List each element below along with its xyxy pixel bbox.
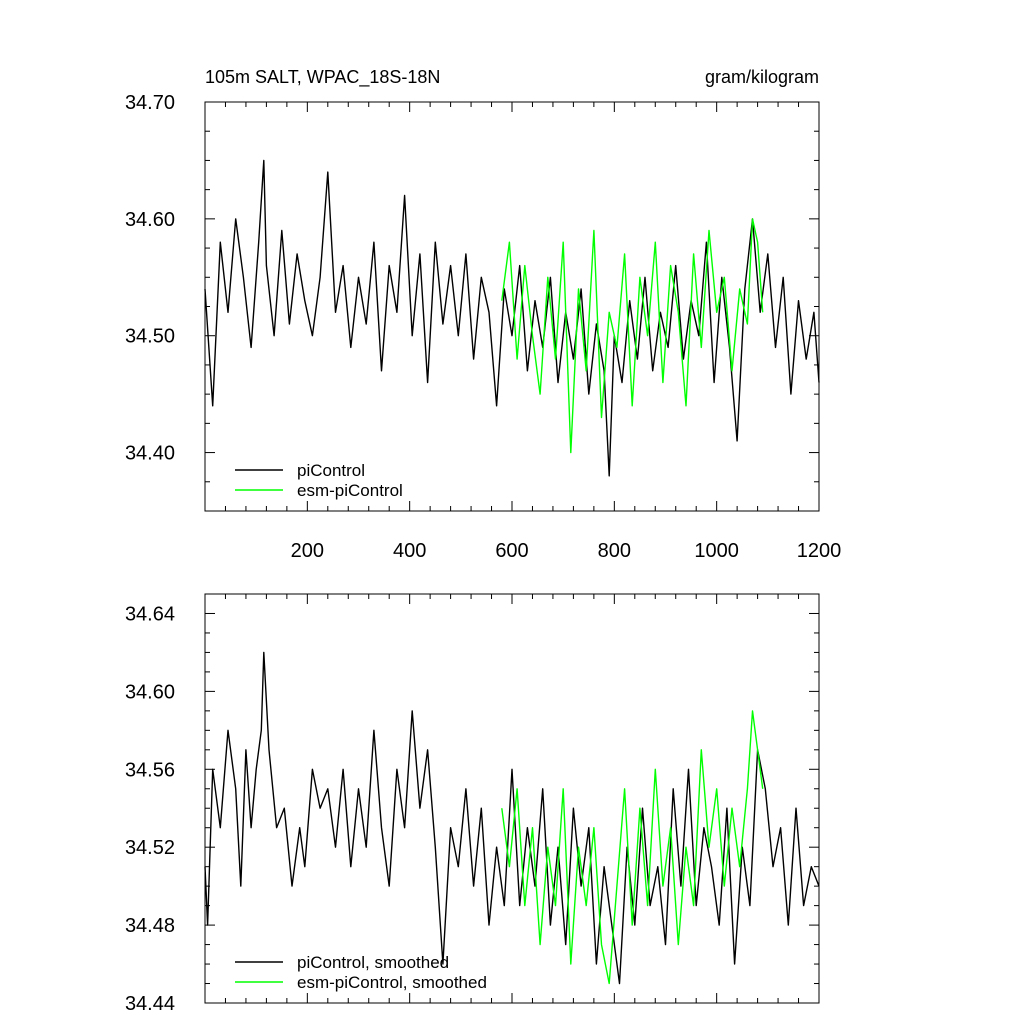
top-y-tick-label: 34.60 bbox=[125, 209, 175, 231]
top-x-tick-label: 400 bbox=[393, 540, 426, 562]
bottom-y-tick-label: 34.52 bbox=[125, 837, 175, 859]
top-title-left: 105m SALT, WPAC_18S-18N bbox=[205, 67, 440, 88]
bottom-series-line-1 bbox=[501, 710, 764, 985]
top-legend: piControl esm-piControl bbox=[235, 461, 403, 500]
bottom-legend: piControl, smoothed esm-piControl, smoot… bbox=[235, 953, 487, 992]
bottom-axes: 34.44 34.48 34.52 34.56 34.60 34.64 bbox=[125, 593, 820, 1015]
legend-label-esm-picontrol-smoothed: esm-piControl, smoothed bbox=[297, 973, 487, 992]
legend-label-picontrol: piControl bbox=[297, 461, 365, 480]
bottom-y-tick-label: 34.64 bbox=[125, 603, 175, 625]
top-y-tick-label: 34.50 bbox=[125, 326, 175, 348]
bottom-panel: 34.44 34.48 34.52 34.56 34.60 34.64 piControl… bbox=[125, 593, 820, 1015]
top-y-tick-label: 34.40 bbox=[125, 443, 175, 465]
bottom-plot-frame bbox=[204, 593, 820, 1004]
top-x-tick-label: 200 bbox=[291, 540, 324, 562]
top-series bbox=[204, 159, 820, 477]
top-x-tick-label: 800 bbox=[598, 540, 631, 562]
top-title-right: gram/kilogram bbox=[705, 67, 819, 87]
bottom-y-tick-label: 34.56 bbox=[125, 759, 175, 781]
top-x-tick-label: 1000 bbox=[694, 540, 739, 562]
bottom-series-line-0 bbox=[204, 651, 820, 985]
bottom-y-tick-label: 34.44 bbox=[125, 993, 175, 1015]
legend-label-esm-picontrol: esm-piControl bbox=[297, 481, 403, 500]
bottom-series bbox=[204, 651, 820, 985]
legend-label-picontrol-smoothed: piControl, smoothed bbox=[297, 953, 449, 972]
top-y-tick-label: 34.70 bbox=[125, 92, 175, 114]
top-panel: 105m SALT, WPAC_18S-18N gram/kilogram 20… bbox=[125, 67, 841, 562]
bottom-y-tick-label: 34.60 bbox=[125, 681, 175, 703]
top-series-line-0 bbox=[204, 159, 820, 477]
bottom-y-tick-label: 34.48 bbox=[125, 915, 175, 937]
top-x-tick-label: 600 bbox=[495, 540, 528, 562]
top-axes: 200 400 600 800 1000 1200 34.40 34.50 34.60 34.70 bbox=[125, 92, 841, 562]
top-x-tick-label: 1200 bbox=[797, 540, 842, 562]
top-series-line-1 bbox=[501, 218, 764, 454]
